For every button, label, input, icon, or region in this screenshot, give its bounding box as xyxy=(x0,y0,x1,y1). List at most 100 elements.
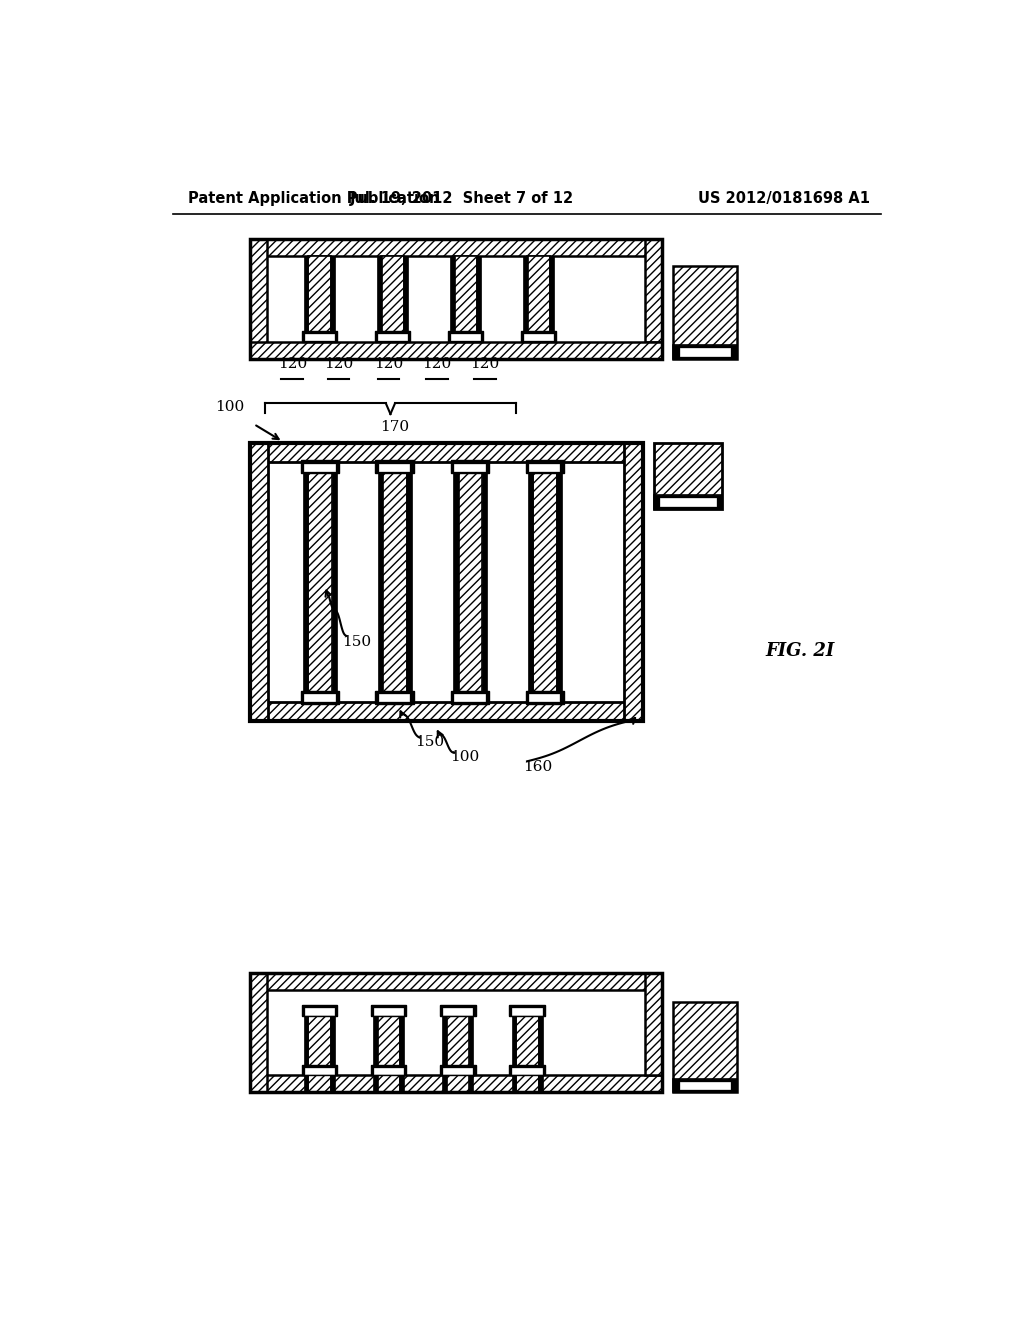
Bar xyxy=(527,256,550,342)
Bar xyxy=(674,345,736,359)
Bar xyxy=(374,1008,403,1015)
Bar xyxy=(371,1006,407,1016)
Bar xyxy=(301,692,339,704)
Bar xyxy=(660,498,716,506)
Bar xyxy=(525,692,564,704)
Text: 120: 120 xyxy=(324,356,353,371)
Bar xyxy=(403,256,408,342)
Text: 120: 120 xyxy=(422,356,452,371)
Bar xyxy=(515,1007,539,1093)
Bar xyxy=(521,331,556,342)
Bar xyxy=(301,1065,337,1076)
Bar xyxy=(250,702,643,721)
Bar xyxy=(524,334,553,341)
Bar xyxy=(377,256,382,342)
Bar xyxy=(250,1076,662,1093)
Bar xyxy=(451,461,489,473)
Bar xyxy=(301,1006,337,1016)
Bar xyxy=(458,462,482,702)
Bar xyxy=(550,256,554,342)
Bar xyxy=(645,973,662,1076)
Bar xyxy=(250,239,267,359)
Text: Patent Application Publication: Patent Application Publication xyxy=(188,191,440,206)
Bar xyxy=(250,444,643,462)
Text: 120: 120 xyxy=(470,356,500,371)
Bar xyxy=(446,1007,469,1093)
Bar xyxy=(304,1068,334,1074)
Bar xyxy=(250,973,662,1093)
Text: Jul. 19, 2012  Sheet 7 of 12: Jul. 19, 2012 Sheet 7 of 12 xyxy=(349,191,573,206)
Text: 160: 160 xyxy=(523,760,553,774)
Bar xyxy=(451,461,489,473)
Bar xyxy=(301,1006,337,1016)
Bar xyxy=(377,1007,400,1093)
Bar xyxy=(625,444,643,721)
Bar xyxy=(440,1065,475,1076)
Bar xyxy=(376,461,414,473)
Bar xyxy=(509,1065,545,1076)
Bar xyxy=(376,461,414,473)
Bar xyxy=(378,462,383,702)
Bar xyxy=(556,462,562,702)
Bar xyxy=(532,462,557,702)
Bar xyxy=(304,334,334,341)
Bar xyxy=(330,256,335,342)
Bar xyxy=(301,461,339,473)
Bar xyxy=(525,461,564,473)
Bar xyxy=(304,256,308,342)
Bar xyxy=(378,334,407,341)
Bar xyxy=(451,692,489,704)
Bar xyxy=(443,1068,472,1074)
Bar xyxy=(442,1007,447,1093)
Bar xyxy=(379,694,410,701)
Bar xyxy=(447,331,483,342)
Bar xyxy=(304,465,335,471)
Bar xyxy=(525,692,564,704)
Bar xyxy=(373,1007,378,1093)
Text: 170: 170 xyxy=(380,420,409,434)
Bar xyxy=(381,256,403,342)
Bar xyxy=(376,692,414,704)
Bar xyxy=(307,256,331,342)
Bar xyxy=(454,462,459,702)
Bar xyxy=(538,1007,543,1093)
Bar xyxy=(375,331,410,342)
Bar xyxy=(521,331,556,342)
Bar xyxy=(447,331,483,342)
Bar xyxy=(304,1007,308,1093)
Text: 120: 120 xyxy=(374,356,403,371)
Bar xyxy=(250,973,267,1093)
Bar xyxy=(440,1006,475,1016)
Bar xyxy=(509,1006,545,1016)
Bar xyxy=(304,694,335,701)
Text: 100: 100 xyxy=(451,751,479,764)
Bar xyxy=(301,331,337,342)
Text: 150: 150 xyxy=(416,735,444,748)
Text: 100: 100 xyxy=(215,400,245,414)
Bar xyxy=(407,462,412,702)
Bar xyxy=(440,1006,475,1016)
Bar xyxy=(512,1008,542,1015)
Bar xyxy=(301,331,337,342)
Bar xyxy=(250,973,662,990)
Bar xyxy=(304,1008,334,1015)
Bar xyxy=(654,495,722,508)
Bar xyxy=(512,1068,542,1074)
Bar xyxy=(376,692,414,704)
Bar xyxy=(454,694,484,701)
Bar xyxy=(654,495,722,508)
Bar xyxy=(301,692,339,704)
Bar xyxy=(399,1007,403,1093)
Bar xyxy=(451,692,489,704)
Bar xyxy=(654,444,722,508)
Bar xyxy=(250,239,662,359)
Bar xyxy=(674,1078,736,1093)
Bar xyxy=(301,461,339,473)
Bar xyxy=(645,239,662,342)
Bar xyxy=(250,239,662,256)
Bar xyxy=(509,1065,545,1076)
Bar xyxy=(250,444,643,721)
Bar xyxy=(454,256,477,342)
Bar xyxy=(301,1065,337,1076)
Bar xyxy=(371,1006,407,1016)
